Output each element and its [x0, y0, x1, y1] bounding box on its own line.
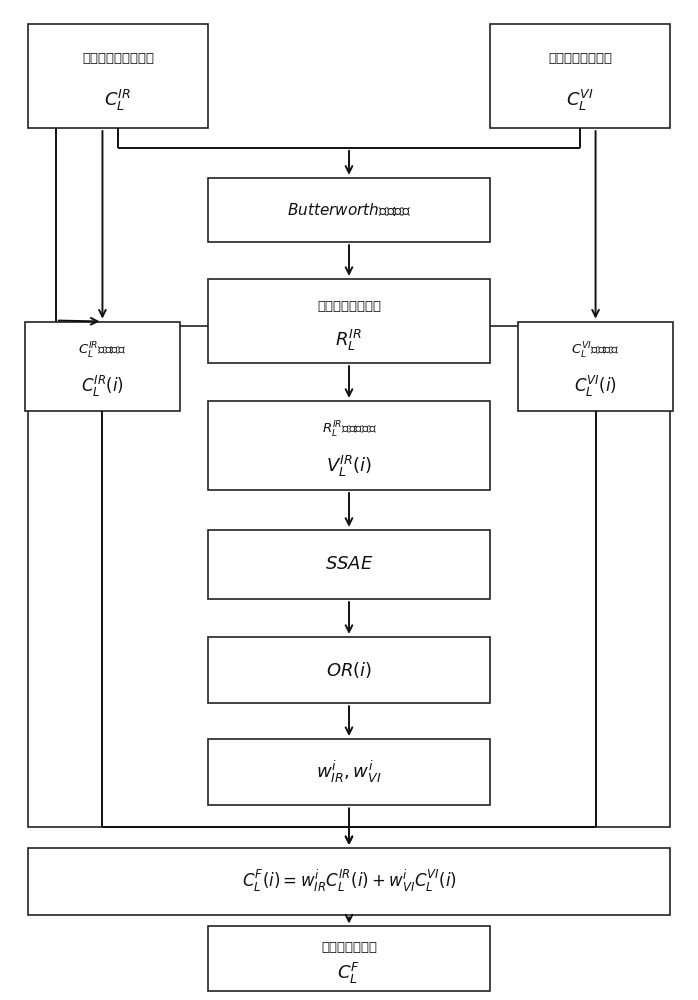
Bar	[29, 848, 669, 915]
Text: $C_L^{IR}$系数小块: $C_L^{IR}$系数小块	[78, 341, 126, 361]
Bar	[207, 279, 491, 363]
Text: $R_L^{IR}$: $R_L^{IR}$	[336, 328, 362, 353]
Bar	[518, 322, 673, 411]
Text: $C_L^{VI}$: $C_L^{VI}$	[566, 87, 594, 113]
Bar	[491, 24, 669, 128]
Text: $\mathit{SSAE}$: $\mathit{SSAE}$	[325, 555, 373, 573]
Bar	[25, 322, 180, 411]
Text: 融合的低频子带: 融合的低频子带	[321, 941, 377, 954]
Bar	[29, 326, 669, 827]
Text: $C_L^F(i) = w_{IR}^{i}C_L^{IR}(i) + w_{VI}^{i}C_L^{VI}(i)$: $C_L^F(i) = w_{IR}^{i}C_L^{IR}(i) + w_{V…	[242, 868, 456, 894]
Text: $C_L^{IR}(i)$: $C_L^{IR}(i)$	[81, 374, 124, 399]
Text: 锐化后的低频子带: 锐化后的低频子带	[317, 300, 381, 313]
Text: $C_L^{IR}$: $C_L^{IR}$	[105, 87, 131, 113]
Text: $C_L^F$: $C_L^F$	[337, 961, 361, 986]
Bar	[207, 926, 491, 991]
Text: 可见光图像子带系: 可见光图像子带系	[548, 52, 612, 65]
Bar	[207, 739, 491, 805]
Text: $V_L^{IR}(i)$: $V_L^{IR}(i)$	[326, 453, 372, 479]
Bar	[207, 401, 491, 490]
Text: $R_L^{IR}$的系数子块: $R_L^{IR}$的系数子块	[322, 420, 376, 440]
Text: $\mathit{Butterworth}$高通滤波: $\mathit{Butterworth}$高通滤波	[287, 202, 411, 218]
Bar	[207, 178, 491, 242]
Bar	[207, 530, 491, 599]
Text: 红外图像的低频子带: 红外图像的低频子带	[82, 52, 154, 65]
Text: $C_L^{VI}(i)$: $C_L^{VI}(i)$	[574, 374, 617, 399]
Bar	[207, 637, 491, 703]
Text: $\mathit{OR}(i)$: $\mathit{OR}(i)$	[326, 660, 372, 680]
Text: $C_L^{VI}$系数子块: $C_L^{VI}$系数子块	[572, 341, 620, 361]
Text: $w_{IR}^{i}, w_{VI}^{i}$: $w_{IR}^{i}, w_{VI}^{i}$	[316, 759, 382, 785]
Bar	[29, 24, 207, 128]
